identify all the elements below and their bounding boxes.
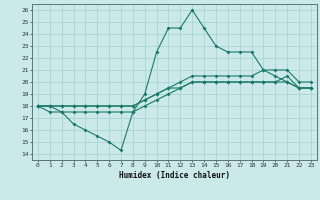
X-axis label: Humidex (Indice chaleur): Humidex (Indice chaleur): [119, 171, 230, 180]
